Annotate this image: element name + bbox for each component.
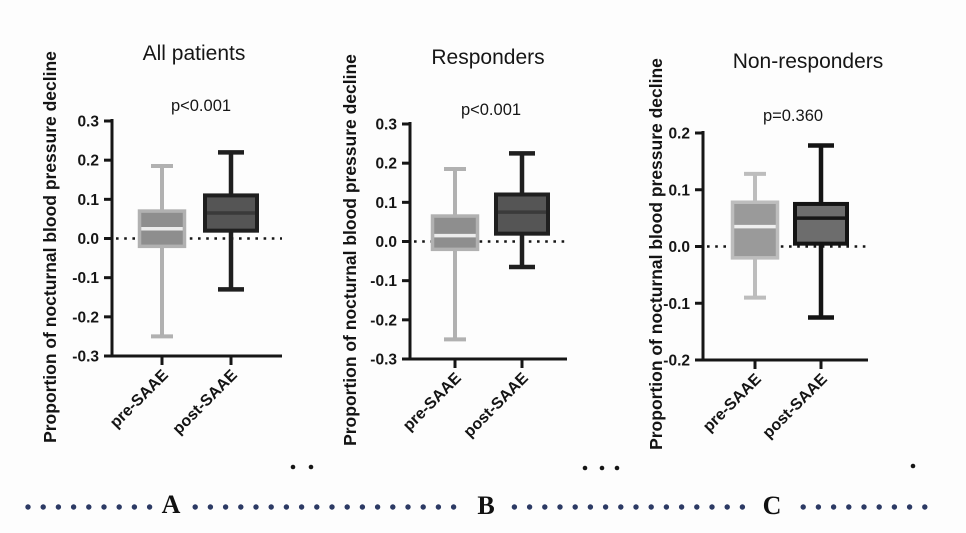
svg-text:0.0: 0.0 (668, 239, 690, 256)
svg-text:0.2: 0.2 (77, 153, 99, 170)
panel-label-b: B (477, 491, 495, 520)
y-axis-label-responders: Proportion of nocturnal blood pressure d… (340, 54, 360, 446)
svg-text:-0.1: -0.1 (370, 273, 397, 290)
svg-text:-0.2: -0.2 (370, 312, 397, 329)
svg-text:0.1: 0.1 (668, 182, 690, 199)
svg-text:0.0: 0.0 (77, 231, 99, 248)
boxplot-panel-a: 0.3 0.2 0.1 0.0 -0.1 -0.2 -0.3 pre-SAAEpost-SAA… (72, 114, 282, 438)
svg-text:post-SAAE: post-SAAE (760, 371, 831, 442)
panel-title-non-responders: Non-responders (732, 50, 884, 73)
svg-text:pre-SAAE: pre-SAAE (107, 367, 172, 432)
svg-text:pre-SAAE: pre-SAAE (700, 371, 765, 436)
y-axis-label-all-patients: Proportion of nocturnal blood pressure d… (40, 51, 60, 443)
svg-text:0.3: 0.3 (375, 117, 397, 134)
svg-text:0.3: 0.3 (77, 114, 99, 131)
svg-text:-0.1: -0.1 (72, 270, 99, 287)
p-value-responders: p<0.001 (460, 101, 522, 119)
svg-text:0.2: 0.2 (375, 156, 397, 173)
svg-text:0.2: 0.2 (668, 126, 690, 143)
panel-label-c: C (762, 491, 782, 520)
svg-text:0.1: 0.1 (375, 195, 397, 212)
boxplot-panel-b: 0.3 0.2 0.1 0.0 -0.1 -0.2 -0.3pre-SAAEpost-SAA… (370, 117, 567, 441)
svg-text:-0.2: -0.2 (72, 309, 99, 326)
svg-text:0.1: 0.1 (77, 192, 99, 209)
svg-text:-0.1: -0.1 (663, 296, 690, 313)
panel-label-a: A (161, 490, 181, 519)
svg-text:post-SAAE: post-SAAE (461, 370, 532, 441)
footer-dotted-line (25, 504, 928, 510)
panel-title-all-patients: All patients (142, 42, 246, 65)
svg-text:-0.2: -0.2 (663, 353, 690, 370)
p-value-non-responders: p=0.360 (762, 107, 824, 125)
panel-title-responders: Responders (431, 46, 545, 69)
y-axis-label-non-responders: Proportion of nocturnal blood pressure d… (646, 58, 666, 450)
p-value-all-patients: p<0.001 (170, 97, 232, 115)
stray-dots (290, 463, 916, 471)
svg-text:pre-SAAE: pre-SAAE (400, 370, 465, 435)
svg-text:0.0: 0.0 (375, 234, 397, 251)
svg-text:-0.3: -0.3 (72, 349, 99, 366)
svg-text:post-SAAE: post-SAAE (170, 367, 241, 438)
svg-text:-0.3: -0.3 (370, 352, 397, 369)
